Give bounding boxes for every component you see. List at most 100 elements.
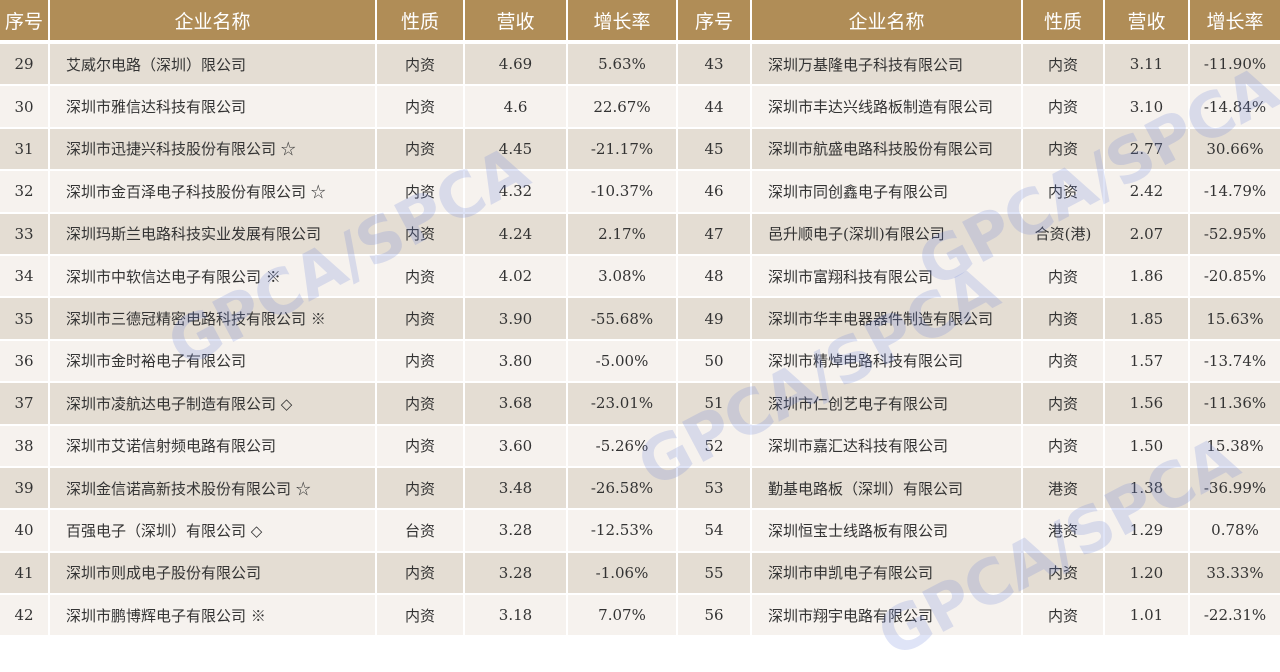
cell-type: 内资 [1023, 255, 1105, 297]
cell-revenue: 2.42 [1105, 171, 1190, 212]
cell-index: 36 [0, 340, 50, 382]
cell-company: 深圳市中软信达电子有限公司 ※ [50, 255, 377, 297]
cell-type: 内资 [377, 340, 465, 382]
cell-revenue: 3.80 [465, 340, 568, 382]
cell-revenue: 1.56 [1105, 383, 1190, 424]
cell-company: 深圳市凌航达电子制造有限公司 ◇ [50, 383, 377, 424]
cell-index: 49 [678, 298, 752, 339]
cell-type: 内资 [1023, 595, 1105, 636]
table-row: 30 深圳市雅信达科技有限公司 内资 4.6 22.67% 44 深圳市丰达兴线路板制造有限… [0, 86, 1280, 129]
cell-type: 港资 [1023, 510, 1105, 551]
cell-type: 内资 [1023, 340, 1105, 382]
cell-index: 55 [678, 552, 752, 594]
cell-index: 45 [678, 128, 752, 170]
cell-index: 37 [0, 383, 50, 424]
cell-company: 深圳市同创鑫电子有限公司 [752, 171, 1023, 212]
header-revenue: 营收 [1105, 0, 1190, 40]
cell-type: 内资 [377, 595, 465, 636]
cell-revenue: 3.90 [465, 298, 568, 339]
cell-company: 深圳市富翔科技有限公司 [752, 255, 1023, 297]
cell-type: 内资 [377, 86, 465, 127]
cell-company: 深圳市嘉汇达科技有限公司 [752, 425, 1023, 466]
cell-revenue: 4.45 [465, 128, 568, 170]
table-row: 35 深圳市三德冠精密电路科技有限公司 ※ 内资 3.90 -55.68% 49 深圳市华丰… [0, 298, 1280, 341]
header-revenue: 营收 [465, 0, 568, 40]
cell-index: 29 [0, 44, 50, 85]
header-growth: 增长率 [568, 0, 678, 40]
cell-company: 深圳市则成电子股份有限公司 [50, 552, 377, 594]
cell-index: 32 [0, 171, 50, 212]
cell-growth: -10.37% [568, 171, 678, 212]
cell-growth: -14.84% [1203, 97, 1267, 116]
header-type: 性质 [1023, 0, 1105, 40]
cell-revenue: 1.86 [1105, 255, 1190, 297]
cell-type: 内资 [1023, 86, 1105, 127]
cell-growth: -26.58% [568, 467, 678, 509]
cell-company: 深圳市迅捷兴科技股份有限公司 ☆ [50, 128, 377, 170]
cell-revenue: 1.38 [1105, 467, 1190, 509]
cell-company: 深圳市艾诺信射频电路有限公司 [50, 425, 377, 466]
cell-company: 深圳玛斯兰电路科技实业发展有限公司 [50, 213, 377, 254]
cell-revenue: 4.32 [465, 171, 568, 212]
cell-type: 内资 [377, 383, 465, 424]
cell-index: 33 [0, 213, 50, 254]
header-growth: 增长率 [1206, 10, 1264, 33]
cell-index: 39 [0, 467, 50, 509]
cell-revenue: 1.57 [1105, 340, 1190, 382]
cell-growth: -22.31% [1203, 606, 1267, 625]
table-row: 31 深圳市迅捷兴科技股份有限公司 ☆ 内资 4.45 -21.17% 45 深圳市航盛电路… [0, 128, 1280, 172]
cell-revenue: 3.28 [465, 510, 568, 551]
cell-growth: -52.95% [1203, 224, 1267, 243]
cell-type: 内资 [377, 255, 465, 297]
cell-revenue: 3.28 [465, 552, 568, 594]
cell-company: 深圳恒宝士线路板有限公司 [752, 510, 1023, 551]
cell-revenue: 1.50 [1105, 425, 1190, 466]
table-header: 序号 企业名称 性质 营收 增长率 序号 企业名称 性质 营收 增长率 [0, 0, 1280, 44]
cell-growth: -1.06% [568, 552, 678, 594]
cell-growth: -5.26% [568, 425, 678, 466]
cell-index: 41 [0, 552, 50, 594]
cell-growth: 3.08% [568, 255, 678, 297]
cell-index: 50 [678, 340, 752, 382]
cell-index: 47 [678, 213, 752, 254]
cell-revenue: 2.77 [1105, 128, 1190, 170]
cell-growth: -20.85% [1203, 267, 1267, 286]
cell-growth: -5.00% [568, 340, 678, 382]
cell-growth: -36.99% [1203, 479, 1267, 498]
table-row: 37 深圳市凌航达电子制造有限公司 ◇ 内资 3.68 -23.01% 51 深圳市仁创艺电… [0, 383, 1280, 426]
cell-growth: 5.63% [568, 44, 678, 85]
cell-type: 内资 [1023, 44, 1105, 85]
table-row: 38 深圳市艾诺信射频电路有限公司 内资 3.60 -5.26% 52 深圳市嘉汇达科技有限… [0, 425, 1280, 468]
cell-company: 深圳市申凯电子有限公司 [752, 552, 1023, 594]
cell-type: 内资 [1023, 383, 1105, 424]
cell-type: 内资 [377, 44, 465, 85]
cell-growth: 2.17% [568, 213, 678, 254]
cell-type: 内资 [377, 552, 465, 594]
cell-type: 内资 [377, 298, 465, 339]
cell-index: 52 [678, 425, 752, 466]
cell-index: 30 [0, 86, 50, 127]
cell-type: 内资 [1023, 128, 1105, 170]
cell-company: 深圳市雅信达科技有限公司 [50, 86, 377, 127]
cell-company: 深圳市翔宇电路有限公司 [752, 595, 1023, 636]
cell-revenue: 4.6 [465, 86, 568, 127]
cell-index: 53 [678, 467, 752, 509]
cell-index: 31 [0, 128, 50, 170]
cell-type: 港资 [1023, 467, 1105, 509]
cell-company: 勤基电路板（深圳）有限公司 [752, 467, 1023, 509]
cell-growth: 22.67% [568, 86, 678, 127]
cell-growth: -14.79% [1203, 182, 1267, 201]
cell-revenue: 4.02 [465, 255, 568, 297]
cell-type: 内资 [1023, 425, 1105, 466]
cell-growth: 33.33% [1206, 563, 1264, 582]
cell-index: 42 [0, 595, 50, 636]
cell-revenue: 2.07 [1105, 213, 1190, 254]
cell-growth: 15.63% [1206, 309, 1264, 328]
cell-type: 内资 [1023, 552, 1105, 594]
cell-type: 内资 [377, 128, 465, 170]
cell-index: 56 [678, 595, 752, 636]
cell-index: 43 [678, 44, 752, 85]
cell-company: 深圳市金百泽电子科技股份有限公司 ☆ [50, 171, 377, 212]
cell-revenue: 3.60 [465, 425, 568, 466]
table-row: 40 百强电子（深圳）有限公司 ◇ 台资 3.28 -12.53% 54 深圳恒宝士线路板有… [0, 510, 1280, 553]
